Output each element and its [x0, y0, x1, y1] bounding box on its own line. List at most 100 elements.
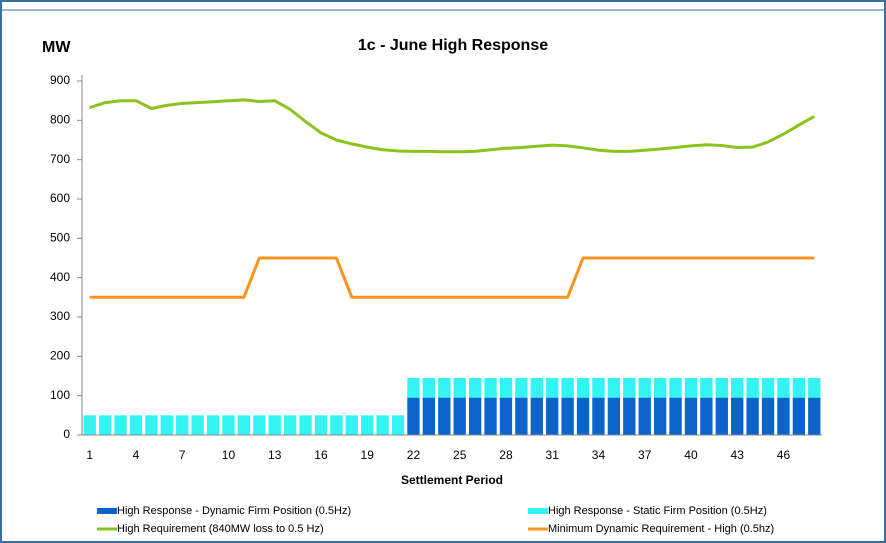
bar: [129, 415, 143, 435]
bar: [237, 415, 251, 435]
y-tick-label: 400: [50, 270, 70, 284]
bar: [561, 397, 574, 435]
bar: [345, 415, 358, 435]
bar: [222, 415, 235, 435]
bar: [191, 415, 204, 435]
legend-label: High Response - Static Firm Position (0.…: [548, 505, 767, 517]
x-tick-label: 40: [684, 448, 698, 462]
bar: [653, 397, 667, 435]
bar: [98, 415, 112, 435]
bar: [268, 415, 281, 435]
legend-label: High Response - Dynamic Firm Position (0…: [117, 505, 351, 517]
bar: [314, 415, 328, 435]
bar: [83, 415, 96, 435]
bar: [145, 415, 158, 435]
bar: [746, 397, 759, 435]
x-tick-label: 46: [777, 448, 791, 462]
bar: [576, 377, 590, 398]
bar: [684, 397, 698, 435]
bar: [330, 415, 343, 435]
bar: [607, 397, 621, 435]
bar: [515, 377, 528, 398]
bar: [792, 377, 806, 398]
bar: [453, 397, 466, 435]
y-tick-label: 500: [50, 231, 70, 245]
bar: [592, 377, 605, 398]
bar: [407, 397, 420, 435]
y-tick-label: 900: [50, 73, 70, 87]
bar: [715, 377, 728, 398]
bar: [623, 377, 636, 398]
x-tick-label: 43: [731, 448, 745, 462]
x-tick-label: 34: [592, 448, 606, 462]
bar: [206, 415, 220, 435]
y-axis-title: MW: [42, 39, 71, 56]
bar: [761, 377, 775, 398]
bar: [561, 377, 574, 398]
bar: [777, 377, 790, 398]
bar: [746, 377, 759, 398]
bar: [438, 397, 451, 435]
bar: [761, 397, 775, 435]
x-tick-label: 7: [179, 448, 186, 462]
bar: [653, 377, 667, 398]
bar: [808, 397, 821, 435]
bar: [546, 377, 559, 398]
bar: [453, 377, 466, 398]
y-tick-label: 600: [50, 191, 70, 205]
bar: [422, 397, 436, 435]
bar: [731, 397, 744, 435]
x-tick-label: 10: [222, 448, 236, 462]
bar: [114, 415, 127, 435]
line: [89, 256, 815, 299]
x-tick-label: 13: [268, 448, 282, 462]
bar: [792, 397, 806, 435]
bar: [808, 377, 821, 398]
bar: [468, 377, 482, 398]
bar: [546, 397, 559, 435]
x-axis-title: Settlement Period: [401, 473, 503, 487]
x-tick-label: 19: [361, 448, 375, 462]
bar: [715, 397, 728, 435]
bar: [407, 377, 420, 398]
y-tick-label: 300: [50, 309, 70, 323]
y-tick-label: 100: [50, 388, 70, 402]
bar: [576, 397, 590, 435]
bar: [530, 397, 543, 435]
x-tick-label: 16: [314, 448, 328, 462]
bar: [438, 377, 451, 398]
bar: [700, 377, 713, 398]
legend-swatch: [97, 508, 117, 514]
bar: [391, 415, 405, 435]
bar: [731, 377, 744, 398]
bar: [515, 397, 528, 435]
x-tick-label: 22: [407, 448, 421, 462]
bar: [361, 415, 374, 435]
x-tick-label: 4: [133, 448, 140, 462]
bar: [422, 377, 436, 398]
legend-swatch: [528, 508, 548, 514]
x-tick-label: 25: [453, 448, 467, 462]
legend-label: High Requirement (840MW loss to 0.5 Hz): [117, 523, 324, 535]
x-tick-label: 31: [546, 448, 560, 462]
bar: [499, 397, 513, 435]
y-tick-label: 200: [50, 349, 70, 363]
y-tick-label: 700: [50, 152, 70, 166]
bar: [283, 415, 297, 435]
chart-title: 1c - June High Response: [358, 37, 548, 54]
x-tick-label: 28: [499, 448, 513, 462]
bar: [684, 377, 698, 398]
x-tick-label: 1: [86, 448, 93, 462]
line: [89, 98, 816, 154]
bar: [176, 415, 189, 435]
bar: [160, 415, 173, 435]
bar: [623, 397, 636, 435]
y-tick-label: 0: [63, 427, 70, 441]
x-tick-label: 37: [638, 448, 652, 462]
bar: [484, 397, 497, 435]
bar: [376, 415, 389, 435]
y-tick-label: 800: [50, 113, 70, 127]
bar: [484, 377, 497, 398]
